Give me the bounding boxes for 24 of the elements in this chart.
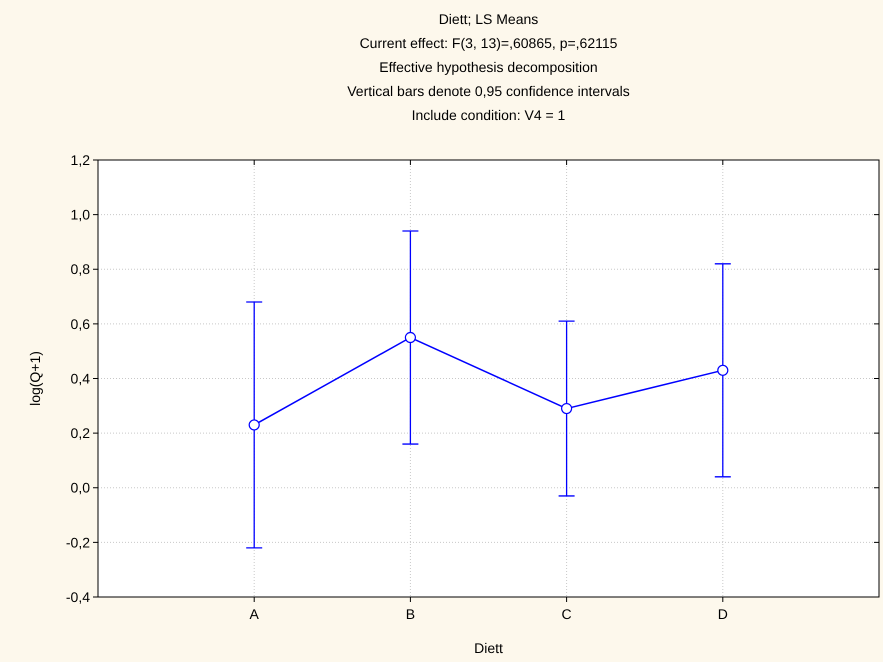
y-tick-label: 0,0 [70, 480, 90, 496]
y-tick-label: 0,4 [70, 370, 90, 386]
text: Include condition: V4 = 1 [412, 107, 566, 123]
x-tick-label: A [250, 606, 260, 622]
y-tick-label: -0,4 [66, 588, 90, 605]
y-tick-label: 0,6 [70, 316, 90, 332]
point [248, 419, 260, 431]
x-tick-label: C [562, 606, 572, 622]
y-tick-label: -0,2 [66, 534, 90, 550]
chart-title: Diett; LS Means [438, 11, 538, 27]
x-axis-title: Diett [474, 640, 503, 656]
y-tick-label: 1,0 [70, 206, 90, 223]
x-tick-label: B [406, 606, 416, 622]
y-tick-label: 0,8 [70, 261, 90, 278]
y-tick-label: 1,2 [70, 152, 90, 168]
point [404, 332, 416, 344]
point [561, 402, 572, 414]
text: Effective hypothesis decomposition [379, 59, 598, 75]
x-tick-label: D [718, 606, 728, 622]
point [717, 364, 728, 376]
chart-subtitle: Current effect: F(3, 13)=,60865, p=,62115 [360, 35, 618, 51]
y-axis-title: log(Q+1) [27, 351, 43, 406]
text: Vertical bars denote 0,95 confidence intervals [347, 83, 630, 99]
y-tick-label: 0,2 [70, 425, 90, 442]
